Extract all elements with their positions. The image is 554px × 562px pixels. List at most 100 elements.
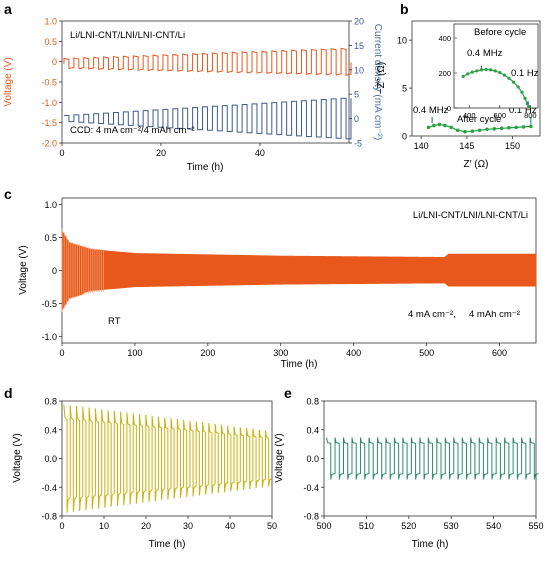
panel-d-x-tick-label: 20 <box>141 521 151 531</box>
panel-a-x-tick-label: 20 <box>156 148 166 158</box>
panel-label-b: b <box>400 1 409 17</box>
panel-c-annotation-capacity: 4 mAh cm⁻² <box>469 309 520 320</box>
panel-b-after-point <box>499 126 504 131</box>
panel-a-y2-tick-label: 10 <box>354 65 364 75</box>
panel-a-plot <box>63 47 352 140</box>
panel-d-y-tick-label: 0.8 <box>44 397 57 407</box>
panel-e-x-tick-label: 530 <box>444 521 459 531</box>
panel-b-inset-plot <box>461 66 531 109</box>
panel-c: -1.0 -0.5 0 0.5 1.0 0 100 200 300 400 500 600 Li/LN… <box>18 197 537 370</box>
panel-e: -0.8 -0.4 0.0 0.4 0.8 500 510 520 530 540 550 Time… <box>274 397 544 551</box>
panel-b-annot-after: After cycle <box>457 114 501 125</box>
panel-a-y-tick-label: -0.5 <box>41 78 57 88</box>
panel-e-y-tick-label: -0.4 <box>303 483 319 493</box>
panel-b-y-label: −Z″ (Ω) <box>376 62 387 94</box>
panel-b-plot <box>426 116 533 134</box>
panel-b-after-point <box>477 128 482 133</box>
panel-c-y-tick-label: -1.0 <box>41 332 57 342</box>
panel-b-y-tick-label: 0 <box>402 132 407 142</box>
panel-a-annotation-cell: Li/LNI-CNT/LNI/LNI-CNT/Li <box>70 30 185 41</box>
panel-a-y2-tick-label: 15 <box>354 41 364 51</box>
panel-b-inset-point <box>523 96 527 100</box>
panel-b-annot-freq-low: 0.1 Hz <box>509 105 537 116</box>
panel-d-x-label: Time (h) <box>149 539 186 550</box>
panel-a-y2-ticks: -5 0 5 10 15 20 <box>349 17 364 149</box>
panel-e-x-tick-label: 500 <box>316 521 331 531</box>
panel-b-after-point <box>437 122 442 127</box>
panel-e-y-tick-label: 0.0 <box>306 454 319 464</box>
panel-c-x-label: Time (h) <box>281 359 318 370</box>
panel-b-inset-x-tick-label: 400 <box>463 111 476 120</box>
panel-b-x-tick-label: 150 <box>505 141 520 151</box>
panel-c-voltage-band <box>61 229 537 312</box>
panel-c-ticks: -1.0 -0.5 0 0.5 1.0 0 100 200 300 400 500 600 <box>41 200 507 358</box>
panel-label-e: e <box>284 385 292 401</box>
panel-b-after-point <box>507 126 511 130</box>
panel-b-inset-point <box>507 76 511 80</box>
panel-d-plot <box>63 404 273 513</box>
panel-b-inset-y-tick-label: 0 <box>447 104 451 113</box>
panel-b-inset-point <box>493 69 497 73</box>
panel-a-y2-tick-label: 20 <box>354 17 364 27</box>
panel-a-y-tick-label: 0.5 <box>44 37 57 47</box>
panel-e-x-tick-label: 550 <box>528 521 543 531</box>
panel-b-x-tick-label: 140 <box>414 141 429 151</box>
panel-c-x-tick-label: 600 <box>492 348 507 358</box>
panel-e-voltage-series <box>326 437 539 480</box>
panel-b-inset-point <box>502 73 506 77</box>
panel-b-inset-point <box>489 68 493 72</box>
panel-b-after-point <box>492 127 497 131</box>
panel-b-frame <box>411 20 541 137</box>
panel-c-y-tick-label: 0 <box>52 266 57 276</box>
panel-d-ticks: -0.8 -0.4 0.0 0.4 0.8 0 10 20 30 40 50 <box>41 397 277 532</box>
panel-d-voltage-series <box>63 404 273 513</box>
panel-a-annotation-ccd: CCD: 4 mA cm⁻²/4 mAh cm⁻² <box>70 125 195 136</box>
panel-b-inset-y-tick-label: 200 <box>438 69 451 78</box>
panel-c-x-tick-label: 300 <box>273 348 288 358</box>
panel-d-y-label: Voltage (V) <box>12 433 23 482</box>
panel-a-y-tick-label: -1.5 <box>41 118 57 128</box>
panel-c-annotation-rt: RT <box>108 316 121 327</box>
panel-c-x-tick-label: 200 <box>200 348 215 358</box>
panel-c-y-label: Voltage (V) <box>18 245 29 294</box>
panel-b-inset-annot-high: 0.4 MHz <box>467 48 503 59</box>
panel-c-y-tick-label: 0.5 <box>44 233 57 243</box>
panel-b-after-point <box>463 129 467 134</box>
panel-b-inset-point <box>511 80 516 84</box>
panel-b-inset-point <box>479 68 484 72</box>
panel-d-x-tick-label: 10 <box>99 521 109 531</box>
panel-b-inset-frame <box>453 23 539 109</box>
panel-b-inset-annot-low: 0.1 Hz <box>511 68 539 79</box>
panel-b-inset-point <box>520 90 524 94</box>
panel-a-x-label: Time (h) <box>187 162 224 173</box>
panel-b-after-line <box>428 123 531 133</box>
panel-a-y2-label: Current density (mA cm⁻²) <box>372 24 383 140</box>
panel-b-inset-point <box>516 85 520 89</box>
panel-e-y-tick-label: -0.8 <box>303 512 319 522</box>
panel-b-after-point <box>426 125 431 130</box>
panel-b-after-point <box>455 128 460 133</box>
panel-c-y-tick-label: -0.5 <box>41 299 57 309</box>
panel-c-x-tick-label: 400 <box>346 348 361 358</box>
panel-c-annotation-cell: Li/LNI-CNT/LNI/LNI-CNT/Li <box>413 210 528 221</box>
panel-a-x-tick-label: 40 <box>255 148 265 158</box>
panel-d-x-tick-label: 30 <box>183 521 193 531</box>
panel-b-inset-point <box>484 67 488 72</box>
panel-c-plot <box>61 228 537 313</box>
panel-d-x-tick-label: 0 <box>59 521 64 531</box>
panel-b-x-tick-label: 145 <box>459 141 474 151</box>
panel-d: -0.8 -0.4 0.0 0.4 0.8 0 10 20 30 40 50 Time (h) Vo… <box>12 397 277 551</box>
panel-e-plot <box>326 437 539 480</box>
panel-b-inset-point <box>498 71 502 75</box>
panel-b-inset-point <box>475 69 479 73</box>
panel-a-x-ticks: 0 20 40 <box>59 143 265 158</box>
panel-b-after-point <box>470 129 475 134</box>
panel-d-x-tick-label: 40 <box>225 521 235 531</box>
panel-a-x-tick-label: 0 <box>59 148 64 158</box>
panel-b-after-point <box>432 123 436 128</box>
panel-b-ticks: 0 5 10 140 145 150 <box>397 36 520 151</box>
panel-b-after-point <box>514 125 519 130</box>
panel-d-y-tick-label: 0.0 <box>44 454 57 464</box>
panel-a-y2-tick-label: 0 <box>354 114 359 124</box>
panel-c-annotation-current: 4 mA cm⁻², <box>408 309 456 320</box>
